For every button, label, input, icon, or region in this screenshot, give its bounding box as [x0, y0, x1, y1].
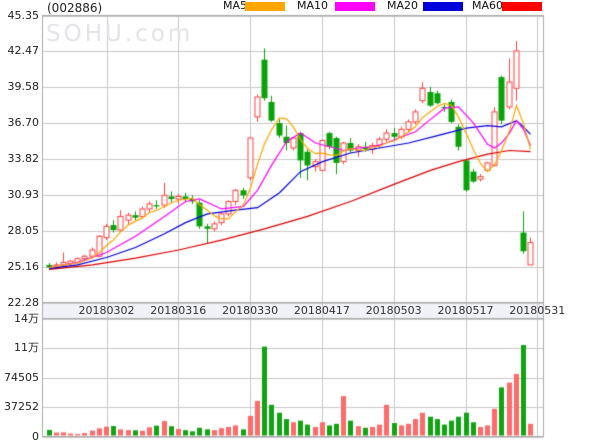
- legend-swatch-ma20: [423, 2, 463, 11]
- price-tick-label: 33.82: [7, 152, 40, 165]
- price-tick-label: 42.47: [7, 44, 40, 58]
- legend-label-ma5: MA5: [223, 0, 248, 12]
- price-tick-label: 22.28: [7, 295, 40, 309]
- date-label: 20180316: [150, 304, 207, 317]
- price-tick-label: 28.05: [7, 223, 40, 237]
- legend-swatch-ma60: [502, 2, 542, 11]
- price-tick-label: 36.70: [7, 116, 40, 130]
- date-label: 20180517: [437, 304, 494, 317]
- sohu-watermark: SOHU.com: [46, 21, 194, 47]
- price-tick-label: 45.35: [7, 8, 40, 22]
- volume-tick-label: 37252: [4, 400, 39, 413]
- date-label: 20180531: [509, 304, 566, 317]
- price-tick-label: 39.58: [7, 80, 40, 94]
- stock-code-label: (002886): [47, 1, 103, 15]
- legend-label-ma10: MA10: [297, 0, 329, 12]
- volume-tick-label: 14万: [14, 311, 39, 325]
- legend-swatch-ma5: [245, 2, 285, 11]
- date-label: 20180330: [222, 304, 279, 317]
- price-tick-label: 25.16: [7, 259, 40, 273]
- date-label: 20180417: [293, 304, 350, 317]
- volume-tick-label: 0: [32, 429, 39, 440]
- date-label: 20180302: [78, 304, 135, 317]
- legend-label-ma60: MA60: [472, 0, 504, 12]
- legend-swatch-ma10: [335, 2, 375, 11]
- legend-label-ma20: MA20: [387, 0, 419, 12]
- volume-tick-label: 74505: [4, 370, 39, 384]
- price-tick-label: 30.93: [7, 187, 40, 201]
- date-label: 20180503: [365, 304, 422, 317]
- volume-tick-label: 11万: [14, 341, 39, 354]
